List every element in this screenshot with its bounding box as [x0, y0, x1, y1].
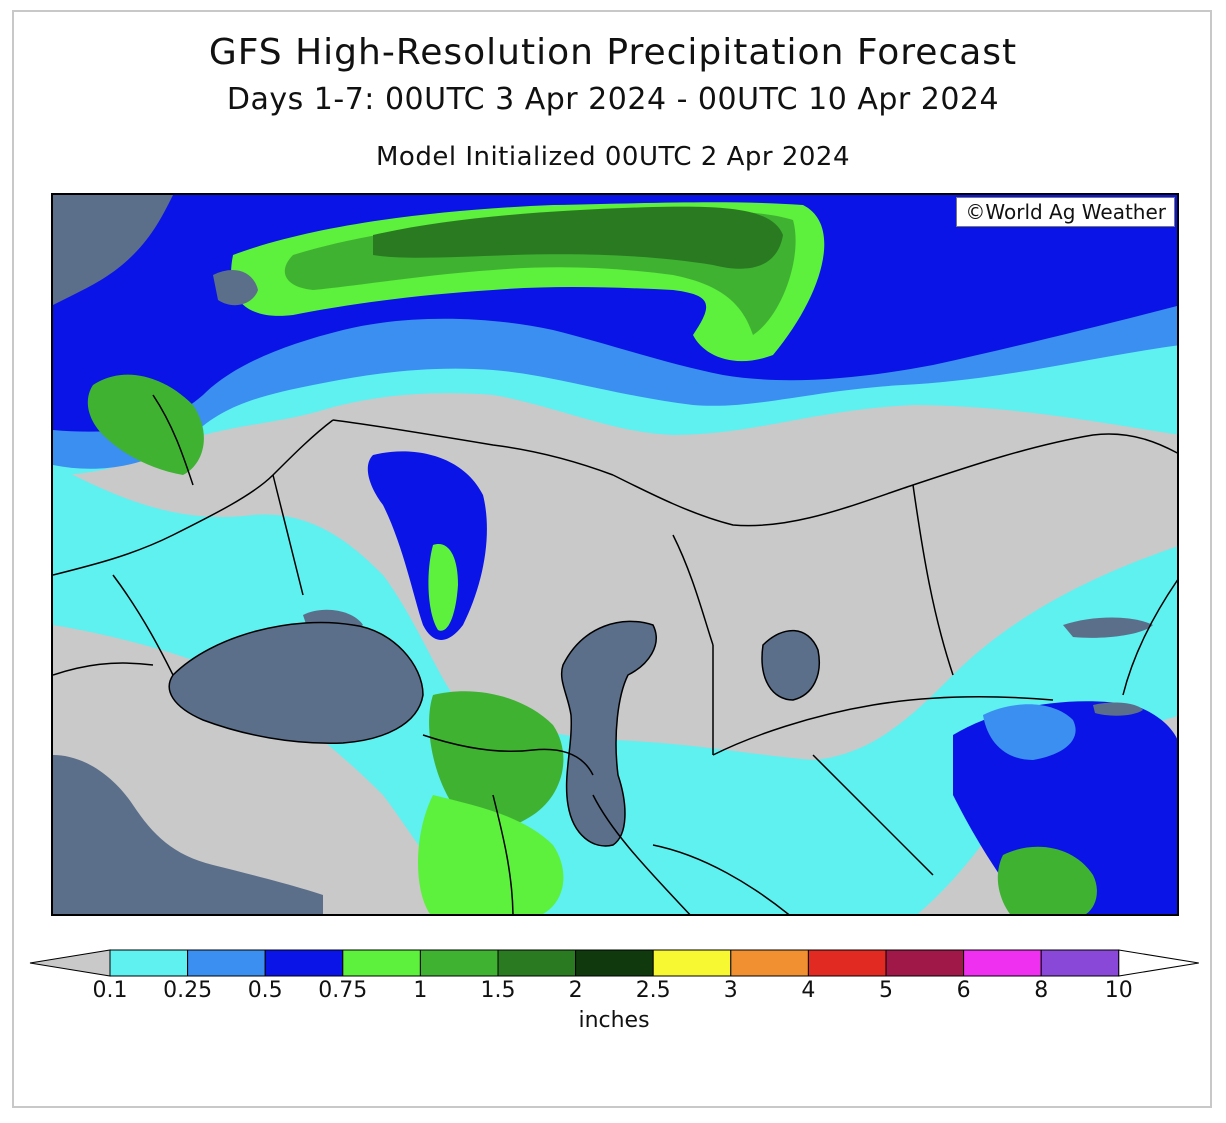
legend-over-arrow: [1118, 949, 1199, 977]
legend-tick-label: 2.5: [635, 978, 671, 1003]
copyright-label: ©World Ag Weather: [956, 197, 1175, 227]
map-canvas: [53, 195, 1177, 914]
legend-swatch: [342, 949, 421, 977]
legend-swatch: [730, 949, 809, 977]
legend-tick-label: 1: [413, 978, 428, 1003]
lake-balkhash: [1063, 617, 1153, 638]
legend-swatch: [264, 949, 344, 977]
borders: [53, 394, 1177, 914]
legend-units: inches: [578, 1008, 650, 1033]
legend-tick-label: 3: [723, 978, 738, 1003]
precip-band-centralasia-green: [997, 846, 1097, 914]
precipitation-map: ©World Ag Weather: [51, 193, 1179, 916]
legend-tick-label: 0.25: [163, 978, 213, 1003]
aral-sea: [762, 630, 820, 700]
legend-swatch: [187, 949, 266, 977]
coastlines: [168, 620, 820, 847]
precip-band-kyrgyz: [983, 704, 1076, 760]
caspian-sea: [561, 621, 657, 846]
black-sea: [169, 622, 423, 744]
precip-band-light: [53, 465, 1177, 914]
legend-tick-label: 0.1: [92, 978, 128, 1003]
color-legend: [0, 940, 1226, 994]
mediterranean-aegean: [53, 755, 323, 914]
legend-tick-label: 6: [956, 978, 971, 1003]
legend-tick-label: 2: [568, 978, 583, 1003]
legend-swatch: [652, 949, 732, 977]
chart-title: GFS High-Resolution Precipitation Foreca…: [208, 32, 1018, 73]
precip-band-darkgreen: [373, 206, 783, 269]
forecast-period: Days 1-7: 00UTC 3 Apr 2024 - 00UTC 10 Ap…: [226, 82, 1000, 117]
precip-band-ukraine-green: [428, 544, 458, 631]
legend-tick-label: 10: [1104, 978, 1133, 1003]
precip-band-europe-west: [87, 374, 204, 475]
legend-swatch: [807, 949, 887, 977]
legend-swatch: [419, 949, 499, 977]
baltic-sea: [53, 195, 173, 305]
legend-swatch: [109, 949, 189, 977]
precip-band-iran: [418, 795, 564, 914]
legend-swatch: [1040, 949, 1120, 977]
legend-tick-label: 5: [879, 978, 893, 1003]
legend-tick-label: 1.5: [480, 978, 516, 1003]
issyk-kul: [1093, 702, 1143, 716]
legend-tick-label: 0.5: [247, 978, 283, 1003]
legend-swatch: [885, 949, 965, 977]
legend-tick-label: 8: [1034, 978, 1049, 1003]
legend-tick-label: 0.75: [318, 978, 368, 1003]
model-init: Model Initialized 00UTC 2 Apr 2024: [375, 142, 851, 172]
gulf-water: [213, 270, 258, 306]
legend-bar: [29, 949, 1199, 977]
legend-under-arrow: [29, 949, 111, 977]
precip-band-caucasus: [429, 691, 564, 829]
legend-swatch: [575, 949, 654, 977]
legend-swatch: [963, 949, 1042, 977]
legend-tick-label: 4: [801, 978, 816, 1003]
legend-swatch: [497, 949, 577, 977]
